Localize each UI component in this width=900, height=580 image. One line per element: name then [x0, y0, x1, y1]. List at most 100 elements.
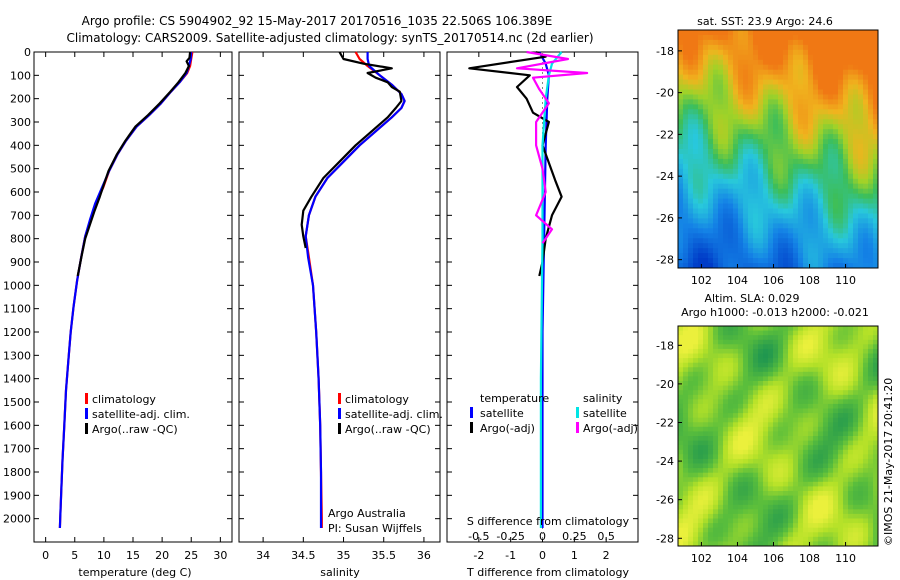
map-cell — [843, 413, 849, 419]
map-cell — [868, 104, 874, 110]
map-cell — [698, 79, 704, 85]
map-cell — [778, 362, 784, 368]
map-cell — [868, 504, 874, 510]
map-cell — [813, 188, 819, 195]
map-cell — [843, 454, 849, 460]
map-cell — [758, 339, 764, 345]
map-cell — [788, 49, 794, 56]
map-cell — [678, 183, 684, 190]
map-cell — [838, 477, 844, 483]
map-cell — [693, 344, 699, 350]
map-cell — [788, 228, 794, 234]
map-cell — [853, 258, 859, 264]
map-cell — [713, 513, 719, 519]
map-cell — [793, 532, 799, 538]
map-cell — [678, 394, 684, 400]
map-cell — [813, 335, 819, 341]
map-cell — [683, 49, 689, 56]
map-cell — [703, 233, 709, 239]
map-cell — [828, 362, 834, 368]
map-cell — [778, 527, 784, 533]
map-cell — [723, 39, 729, 46]
map-cell — [678, 218, 684, 224]
map-cell — [808, 449, 814, 455]
map-cell — [708, 436, 714, 441]
map-cell — [738, 413, 744, 419]
map-cell — [703, 426, 709, 432]
map-cell — [683, 30, 689, 36]
map-cell — [853, 223, 859, 229]
map-cell — [758, 208, 764, 214]
map-cell — [798, 74, 804, 80]
map-cell — [718, 74, 724, 80]
map-cell — [758, 527, 764, 533]
map-cell — [838, 536, 844, 542]
map-cell — [868, 263, 874, 269]
map-cell — [868, 94, 874, 100]
map-cell — [823, 376, 829, 382]
map-cell — [868, 440, 874, 446]
map-cell — [738, 30, 744, 36]
map-cell — [738, 173, 744, 180]
map-cell — [863, 99, 869, 105]
map-cell — [823, 124, 829, 130]
map-cell — [688, 74, 694, 80]
map-cell — [698, 74, 704, 80]
map-cell — [828, 353, 834, 359]
map-cell — [773, 376, 779, 382]
map-cell — [803, 84, 809, 90]
map-cell — [818, 481, 824, 487]
map-cell — [848, 436, 854, 441]
map-cell — [728, 104, 734, 110]
map-cell — [813, 248, 819, 254]
map-cell — [743, 431, 749, 437]
map-y-tick-label: -24 — [656, 170, 674, 183]
map-cell — [818, 358, 824, 364]
map-cell — [748, 426, 754, 432]
map-cell — [768, 79, 774, 85]
map-cell — [783, 54, 789, 61]
map-cell — [813, 124, 819, 130]
map-cell — [803, 154, 809, 160]
map-cell — [748, 243, 754, 249]
map-cell — [828, 403, 834, 409]
map-cell — [863, 119, 869, 125]
map-cell — [828, 89, 834, 95]
map-cell — [728, 491, 734, 496]
map-cell — [803, 348, 809, 354]
map-cell — [873, 168, 879, 175]
map-cell — [808, 413, 814, 419]
map-cell — [873, 422, 879, 428]
map-cell — [858, 376, 864, 382]
map-cell — [738, 139, 744, 145]
map-cell — [738, 367, 744, 373]
map-cell — [688, 390, 694, 396]
map-cell — [813, 513, 819, 519]
map-cell — [838, 124, 844, 130]
map-cell — [683, 79, 689, 85]
map-cell — [813, 486, 819, 492]
map-cell — [798, 158, 804, 165]
map-cell — [743, 173, 749, 180]
map-cell — [813, 74, 819, 80]
map-cell — [728, 417, 734, 423]
map-cell — [848, 228, 854, 234]
map-cell — [803, 158, 809, 165]
map-cell — [783, 228, 789, 234]
map-cell — [813, 362, 819, 368]
map-cell — [723, 54, 729, 61]
map-cell — [808, 326, 814, 331]
map-cell — [758, 193, 764, 199]
map-cell — [793, 144, 799, 150]
map-cell — [748, 218, 754, 224]
map-cell — [773, 248, 779, 254]
map-cell — [733, 523, 739, 529]
map-cell — [788, 149, 794, 155]
map-cell — [683, 376, 689, 382]
map-cell — [808, 390, 814, 396]
map-cell — [768, 390, 774, 396]
map-cell — [773, 198, 779, 204]
map-cell — [733, 30, 739, 36]
map-cell — [783, 518, 789, 524]
map-cell — [808, 362, 814, 368]
